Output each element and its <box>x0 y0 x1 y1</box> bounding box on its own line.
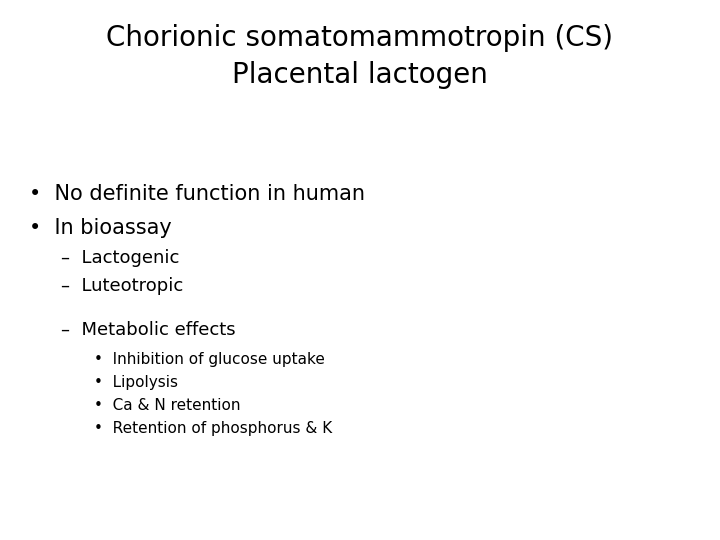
Text: •  No definite function in human: • No definite function in human <box>29 184 365 205</box>
Text: Chorionic somatomammotropin (CS)
Placental lactogen: Chorionic somatomammotropin (CS) Placent… <box>107 24 613 89</box>
Text: •  Ca & N retention: • Ca & N retention <box>94 398 240 413</box>
Text: –  Luteotropic: – Luteotropic <box>61 277 184 295</box>
Text: •  Retention of phosphorus & K: • Retention of phosphorus & K <box>94 421 332 436</box>
Text: –  Lactogenic: – Lactogenic <box>61 249 179 267</box>
Text: •  Lipolysis: • Lipolysis <box>94 375 178 390</box>
Text: •  In bioassay: • In bioassay <box>29 218 171 238</box>
Text: –  Metabolic effects: – Metabolic effects <box>61 321 236 340</box>
Text: •  Inhibition of glucose uptake: • Inhibition of glucose uptake <box>94 352 325 367</box>
